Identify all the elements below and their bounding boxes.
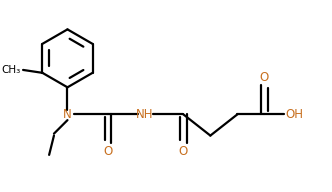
Text: O: O [103,145,113,157]
Text: N: N [63,108,72,121]
Text: NH: NH [136,108,153,121]
Text: O: O [179,145,188,157]
Text: CH₃: CH₃ [1,65,20,75]
Text: OH: OH [285,108,303,121]
Text: O: O [260,71,269,84]
